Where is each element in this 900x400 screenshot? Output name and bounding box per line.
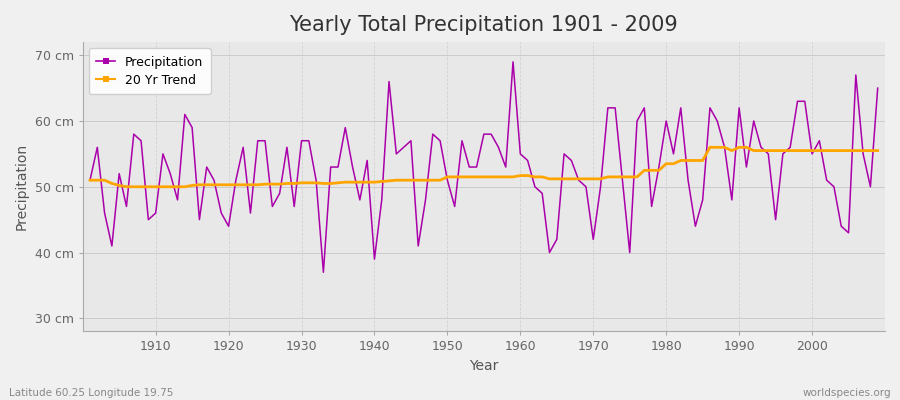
Text: Latitude 60.25 Longitude 19.75: Latitude 60.25 Longitude 19.75	[9, 388, 174, 398]
Text: worldspecies.org: worldspecies.org	[803, 388, 891, 398]
Y-axis label: Precipitation: Precipitation	[15, 143, 29, 230]
Title: Yearly Total Precipitation 1901 - 2009: Yearly Total Precipitation 1901 - 2009	[290, 15, 679, 35]
X-axis label: Year: Year	[469, 359, 499, 373]
Legend: Precipitation, 20 Yr Trend: Precipitation, 20 Yr Trend	[89, 48, 211, 94]
